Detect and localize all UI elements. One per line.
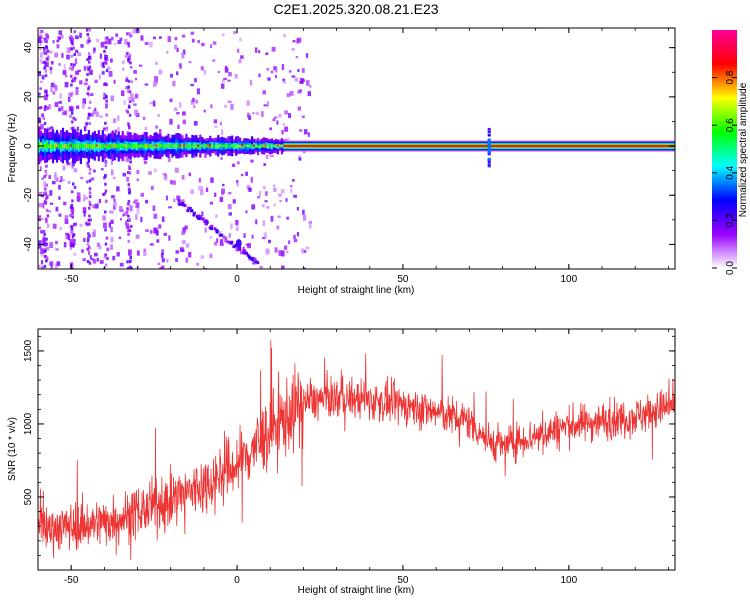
x-tick-label: 50 [397,274,409,285]
colorbar: 0.0 0.2 0.4 0.6 0.8 Normalized spectral ampl… [712,30,749,275]
colorbar-ticks: 0.0 0.2 0.4 0.6 0.8 [712,70,737,275]
x-tick-label: 50 [397,575,409,586]
snr-ylabel: SNR (10 * v/v) [7,417,18,481]
x-tick-label: 0 [234,575,240,586]
x-tick-label: 0 [234,274,240,285]
colorbar-tick-label: 0.4 [725,165,736,179]
y-tick-label: -20 [23,188,34,203]
colorbar-tick-label: 0.8 [725,70,736,84]
snr-panel: -50 0 50 100 500 1000 1500 Height of straight … [7,328,676,596]
snr-xlabel: Height of straight line (km) [298,585,415,596]
y-tick-label: 0 [23,143,34,149]
x-tick-label: 100 [560,575,577,586]
x-tick-label: -50 [64,274,79,285]
x-tick-label: -50 [64,575,79,586]
figure-title: C2E1.2025.320.08.21.E23 [273,1,438,17]
colorbar-tick-label: 0.2 [725,213,736,227]
spectrogram-panel: -50 0 50 100 -40 -20 0 20 40 Height of straight … [7,27,676,296]
y-tick-label: -40 [23,237,34,252]
snr-ticks: -50 0 50 100 500 1000 1500 [23,329,675,586]
snr-series-line [38,340,675,560]
x-tick-label: 100 [560,274,577,285]
spectrogram-ticks: -50 0 50 100 -40 -20 0 20 40 [23,28,675,285]
spectrogram-ylabel: Frequency (Hz) [7,114,18,183]
spectrogram-xlabel: Height of straight line (km) [298,285,415,296]
colorbar-label: Normalized spectral amplitude [738,82,749,217]
y-tick-label: 500 [23,488,34,505]
y-tick-label: 1000 [23,412,34,435]
snr-frame [37,328,676,571]
spectrogram-content [38,28,675,269]
snr-content [38,340,675,560]
spectrogram-carrier-noisy [38,127,286,165]
colorbar-gradient [712,30,737,268]
spectrogram-carrier-steady [283,127,675,168]
y-tick-label: 20 [23,91,34,103]
y-tick-label: 1500 [23,339,34,362]
colorbar-tick-label: 0.6 [725,118,736,132]
y-tick-label: 40 [23,42,34,54]
colorbar-tick-label: 0.0 [725,261,736,275]
spectrogram-frame [37,27,676,270]
